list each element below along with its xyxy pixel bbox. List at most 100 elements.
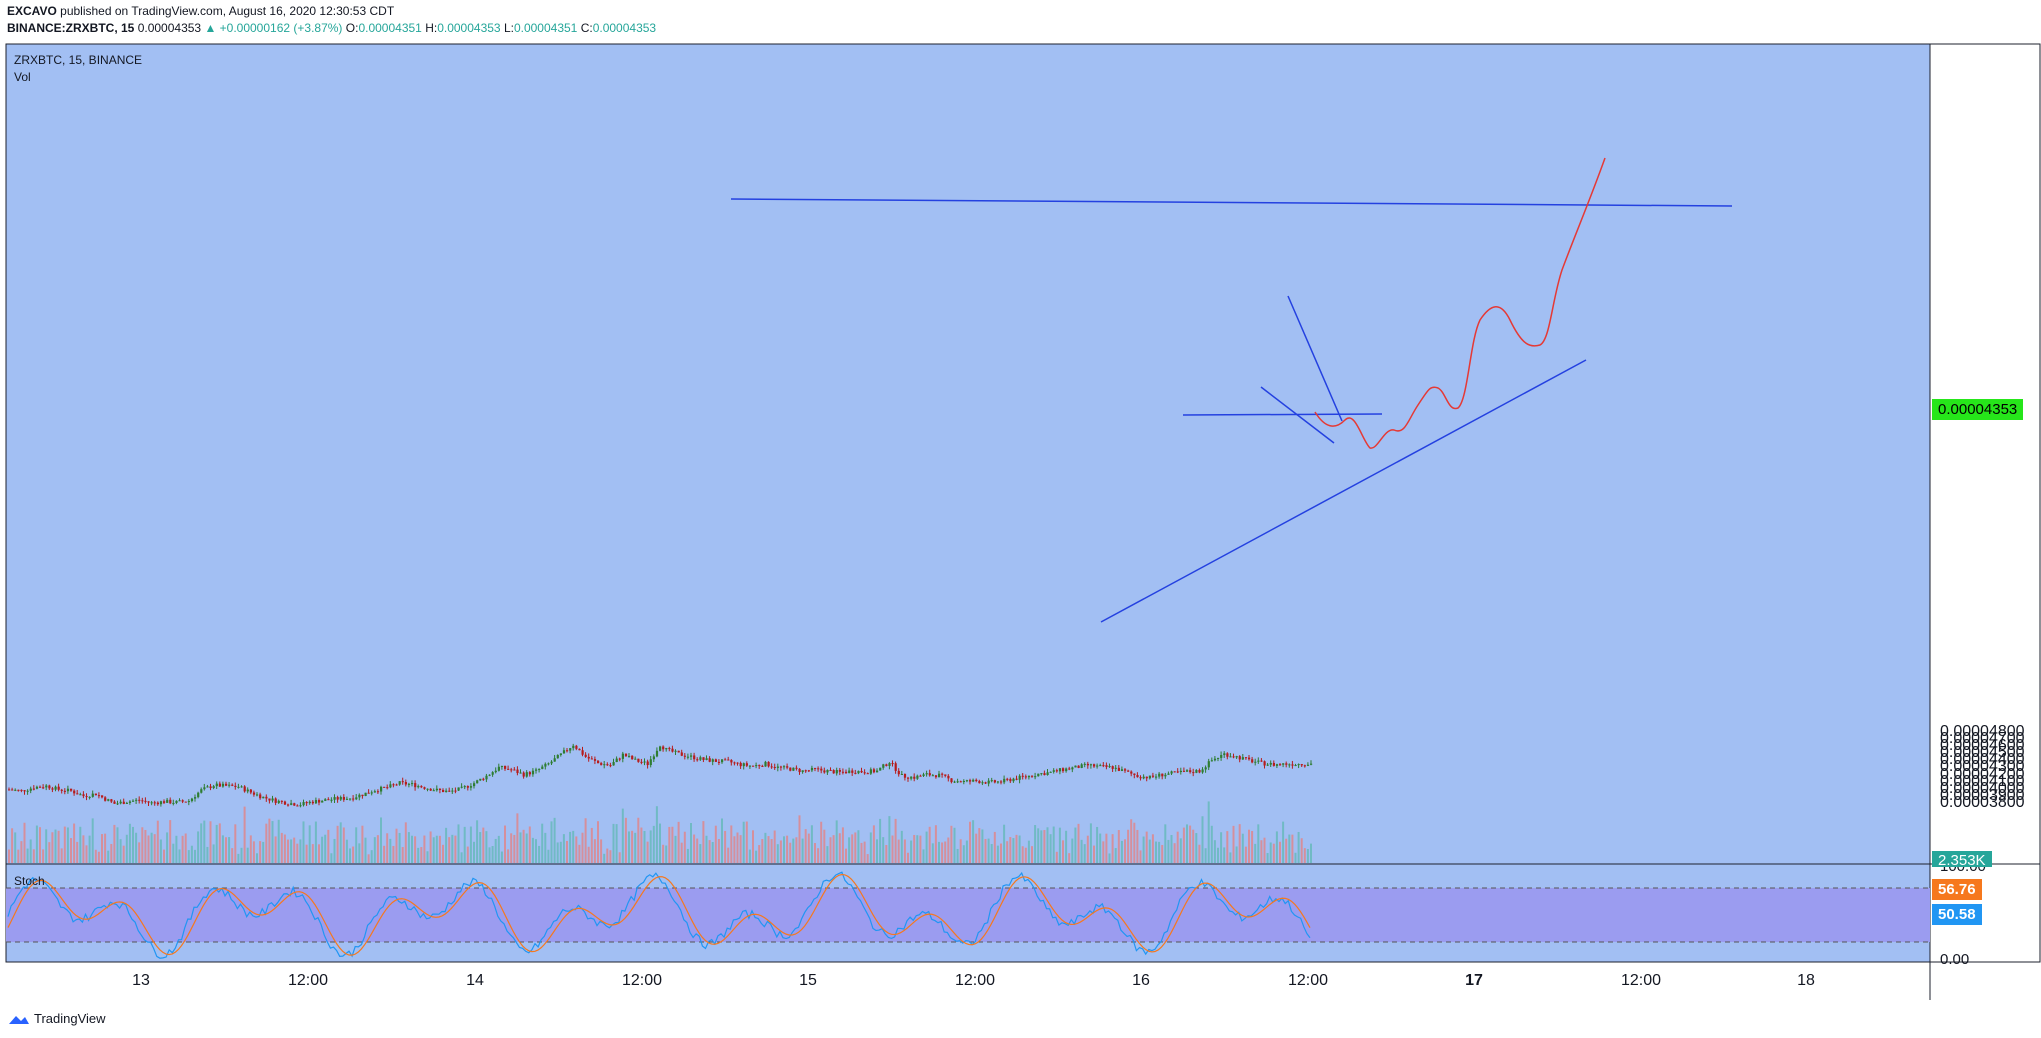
volume-bar [1003,824,1006,863]
candle-body [1244,757,1248,759]
stoch-lines [7,871,1311,959]
candle-body [373,791,376,793]
volume-bar [962,845,965,863]
volume-bar [714,825,717,863]
symbol-label[interactable]: BINANCE:ZRXBTC, 15 [7,21,135,35]
candle-body [1120,769,1124,771]
publisher-name[interactable]: EXCAVO [7,4,57,18]
volume-bar [336,825,339,863]
volume-bar [228,837,231,863]
volume-bar [1145,831,1148,863]
candle-body [119,801,122,804]
candle-body [156,802,159,805]
candle-body [395,784,398,786]
volume-bar [333,838,336,863]
candle-body [42,787,45,789]
candle-body [823,770,826,773]
volume-bar [761,839,764,863]
volume-bar [823,829,826,863]
candle-body [432,790,435,792]
resistance-line[interactable] [730,198,1733,207]
volume-bar [215,824,218,863]
volume-bar [764,832,767,863]
volume-bar [1124,839,1126,863]
volume-bar [606,848,609,863]
volume-bar [699,844,702,863]
drawings[interactable] [730,157,1733,623]
candle-body [423,787,426,789]
volume-bar [485,831,488,863]
candle-body [522,772,525,777]
volume-bars [8,801,1312,863]
candle-body [1151,775,1155,777]
candle-body [110,799,113,802]
wedge-lower-line[interactable] [1260,386,1335,444]
candle-body [513,769,516,771]
candle-body [262,796,265,799]
volume-bar [603,853,606,863]
candle-body [959,781,962,783]
candle-body [584,754,587,757]
candle-body [869,769,872,774]
volume-bar [1201,816,1204,863]
candle-body [1055,770,1058,772]
candle-body [417,786,420,788]
volume-bar [302,821,305,863]
volume-bar [637,817,640,863]
volume-bar [922,849,925,863]
candle-body [1297,764,1300,766]
volume-bar [696,838,699,863]
volume-bar [438,835,441,863]
candle-body [23,790,26,792]
candle-body [717,761,721,763]
projection-curve[interactable] [1314,157,1606,449]
volume-bar [894,818,897,863]
volume-bar [621,808,624,863]
volume-bar [364,837,367,863]
candle-body [1108,766,1111,768]
volume-bar [345,839,348,863]
volume-bar [1303,848,1306,863]
wedge-upper-line[interactable] [1287,295,1343,422]
candle-body [1288,764,1291,766]
volume-bar [1244,846,1247,863]
volume-bar [1257,824,1260,863]
candle-body [686,756,690,758]
volume-bar [643,831,646,863]
candle-body [541,766,544,769]
volume-bar [1272,843,1275,863]
volume-bar [401,847,404,863]
candle-body [671,748,674,752]
candle-body [187,801,190,803]
volume-bar [1282,821,1285,863]
volume-bar [1139,850,1142,863]
candle-body [507,768,510,770]
volume-bar [640,827,643,863]
candle-body [786,766,789,768]
volume-bar [1040,830,1043,863]
volume-bar [683,831,686,863]
candle-body [990,780,993,782]
candle-body [454,790,457,792]
candle-body [1037,773,1040,777]
candle-body [11,789,14,791]
volume-bar [178,849,181,863]
candle-body [48,785,51,789]
volume-bar [1105,833,1108,863]
price-tick-label: 0.00004200 [1940,765,2025,783]
candle-body [442,789,445,792]
price-tick-label: 0.00003800 [1940,794,2025,811]
volume-bar [57,830,60,863]
volume-bar [919,835,922,863]
volume-bar [414,836,417,863]
candle-body [779,766,783,768]
volume-bar [1275,831,1278,863]
support-trendline[interactable] [1100,359,1587,623]
candle-body [659,746,662,751]
candle-body [1254,761,1257,763]
volume-bar [903,839,906,863]
candle-body [1024,776,1027,778]
neckline[interactable] [1182,413,1383,416]
brand-footer[interactable]: TradingView [8,1011,106,1026]
